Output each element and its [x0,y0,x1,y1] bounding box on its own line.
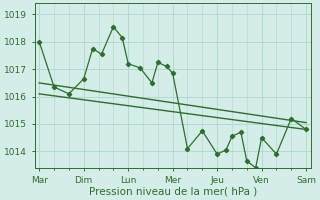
X-axis label: Pression niveau de la mer( hPa ): Pression niveau de la mer( hPa ) [89,187,257,197]
